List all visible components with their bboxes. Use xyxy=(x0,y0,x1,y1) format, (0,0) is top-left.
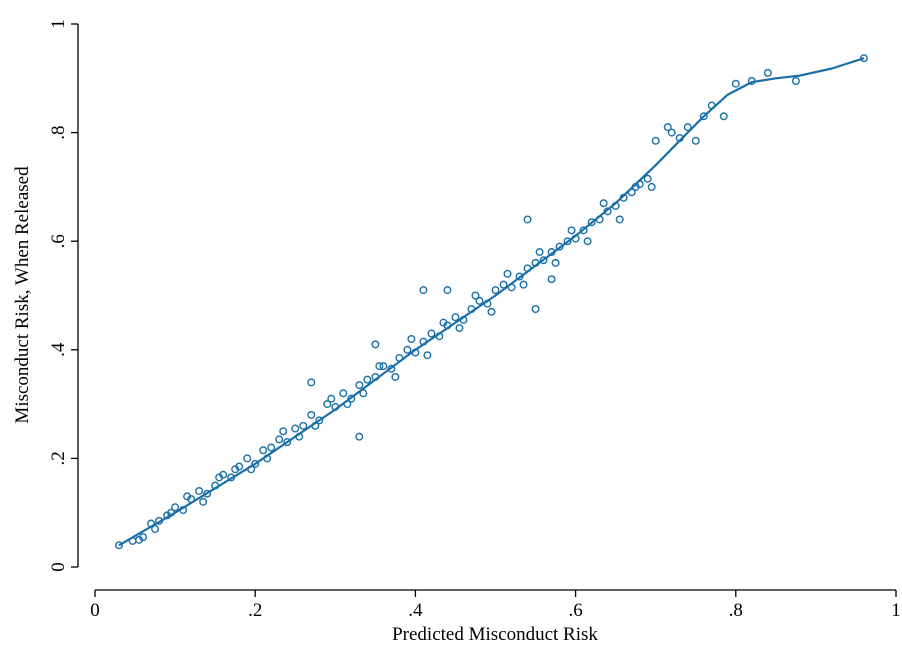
scatter-point xyxy=(279,427,288,436)
scatter-point xyxy=(115,541,124,550)
scatter-point xyxy=(243,454,252,463)
x-axis-label: Predicted Misconduct Risk xyxy=(392,624,598,645)
scatter-point xyxy=(151,524,160,533)
x-tick-label: .8 xyxy=(729,600,743,621)
fit-line xyxy=(118,57,865,547)
scatter-point xyxy=(587,218,596,227)
y-tick-label: 0 xyxy=(48,562,69,572)
scatter-point xyxy=(215,473,224,482)
scatter-point xyxy=(491,286,500,295)
x-tick-label: 1 xyxy=(891,600,901,621)
scatter-point xyxy=(731,79,740,88)
scatter-point xyxy=(651,136,660,145)
scatter-point xyxy=(615,215,624,224)
scatter-point xyxy=(763,68,772,77)
scatter-point xyxy=(443,286,452,295)
scatter-point xyxy=(683,123,692,132)
scatter-point xyxy=(583,237,592,246)
scatter-point xyxy=(691,136,700,145)
scatter-point xyxy=(643,174,652,183)
scatter-point xyxy=(667,128,676,137)
scatter-point xyxy=(183,492,192,501)
scatter-point xyxy=(471,291,480,300)
scatter-point xyxy=(439,318,448,327)
scatter-point xyxy=(579,226,588,235)
scatter-point xyxy=(355,432,364,441)
scatter-point xyxy=(451,313,460,322)
x-tick-label: .2 xyxy=(248,600,262,621)
scatter-point xyxy=(647,182,656,191)
scatter-point xyxy=(419,286,428,295)
scatter-point xyxy=(427,329,436,338)
scatter-point xyxy=(323,400,332,409)
scatter-point xyxy=(531,305,540,314)
scatter-point xyxy=(231,465,240,474)
y-tick-label: .4 xyxy=(48,342,69,357)
scatter-point xyxy=(407,334,416,343)
scatter-point xyxy=(475,296,484,305)
scatter-point xyxy=(171,503,180,512)
scatter-point xyxy=(499,280,508,289)
scatter-point xyxy=(563,237,572,246)
x-tick-label: .6 xyxy=(568,600,582,621)
scatter-point xyxy=(291,424,300,433)
scatter-point xyxy=(791,77,800,86)
y-tick-label: .8 xyxy=(48,125,69,139)
scatter-point xyxy=(523,215,532,224)
y-tick-label: .6 xyxy=(48,234,69,248)
scatter-point xyxy=(327,394,336,403)
scatter-point xyxy=(307,378,316,387)
scatter-point xyxy=(503,269,512,278)
scatter-point xyxy=(139,533,148,542)
scatter-point xyxy=(599,199,608,208)
scatter-point xyxy=(551,258,560,267)
scatter-point xyxy=(699,112,708,121)
scatter-point xyxy=(519,280,528,289)
y-tick-label: .2 xyxy=(48,451,69,465)
scatter-point xyxy=(283,438,292,447)
scatter-point xyxy=(423,351,432,360)
scatter-point xyxy=(339,389,348,398)
x-tick-label: 0 xyxy=(90,600,100,621)
scatter-point xyxy=(719,112,728,121)
scatter-point xyxy=(391,372,400,381)
scatter-point xyxy=(487,307,496,316)
scatter-point xyxy=(259,446,268,455)
scatter-point xyxy=(547,275,556,284)
scatter-point xyxy=(267,443,276,452)
scatter-point xyxy=(195,486,204,495)
scatter-point xyxy=(375,362,384,371)
scatter-point xyxy=(199,497,208,506)
scatter-point xyxy=(275,435,284,444)
scatter-point xyxy=(535,248,544,257)
scatter-point xyxy=(363,375,372,384)
scatter-point xyxy=(663,123,672,132)
y-tick-label: 1 xyxy=(48,19,69,29)
scatter-point xyxy=(355,381,364,390)
scatter-point xyxy=(567,226,576,235)
scatter-point xyxy=(379,362,388,371)
scatter-point xyxy=(299,421,308,430)
scatter-point xyxy=(251,459,260,468)
scatter-point xyxy=(371,340,380,349)
scatter-point xyxy=(455,324,464,333)
scatter-point xyxy=(539,256,548,265)
y-axis-label: Misconduct Risk, When Released xyxy=(12,166,33,424)
scatter-point xyxy=(203,489,212,498)
x-tick-label: .4 xyxy=(408,600,423,621)
scatter-point xyxy=(307,410,316,419)
scatter-point xyxy=(403,345,412,354)
scatter-point xyxy=(315,416,324,425)
